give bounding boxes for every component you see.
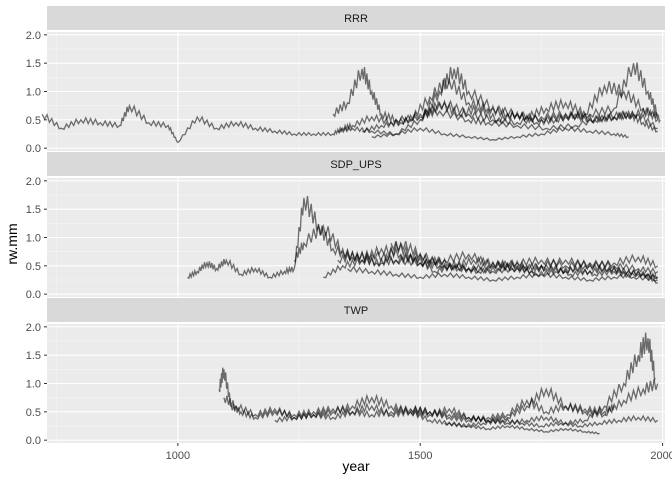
series-line [323,243,658,282]
series-line [390,241,658,284]
y-tick-label: 0.5 [26,115,41,127]
facet-strip [47,152,665,176]
y-tick-label: 1.0 [26,233,41,245]
series-line [419,99,661,126]
y-axis-title: rw.mm [4,223,20,264]
series-line [274,402,600,435]
facet-strip-label: SDP_UPS [330,159,381,171]
y-tick-label: 1.0 [26,87,41,99]
series-line [347,265,659,282]
series-line [41,77,659,144]
x-tick-label: 1500 [408,450,432,462]
y-tick-label: 0.5 [26,261,41,273]
y-tick-label: 2.0 [26,176,41,188]
series-line [444,414,659,428]
x-tick-label: 1000 [166,450,190,462]
y-tick-label: 0.0 [26,143,41,155]
x-axis-title: year [342,458,370,474]
series-line [187,195,659,280]
y-tick-label: 2.0 [26,30,41,42]
facet-strip-label: RRR [344,13,368,25]
y-tick-label: 2.0 [26,322,41,334]
y-tick-label: 0.5 [26,407,41,419]
series-line [371,126,629,141]
facet-strip-label: TWP [344,305,368,317]
series-line [409,379,659,423]
series-line [337,62,659,136]
y-tick-label: 0.0 [26,435,41,447]
y-tick-label: 0.0 [26,289,41,301]
facet-strip [47,298,665,322]
facet-strip [47,6,665,30]
y-tick-label: 1.0 [26,379,41,391]
y-tick-label: 1.5 [26,204,41,216]
y-tick-label: 1.5 [26,350,41,362]
x-tick-label: 2000 [650,450,672,462]
y-tick-label: 1.5 [26,58,41,70]
